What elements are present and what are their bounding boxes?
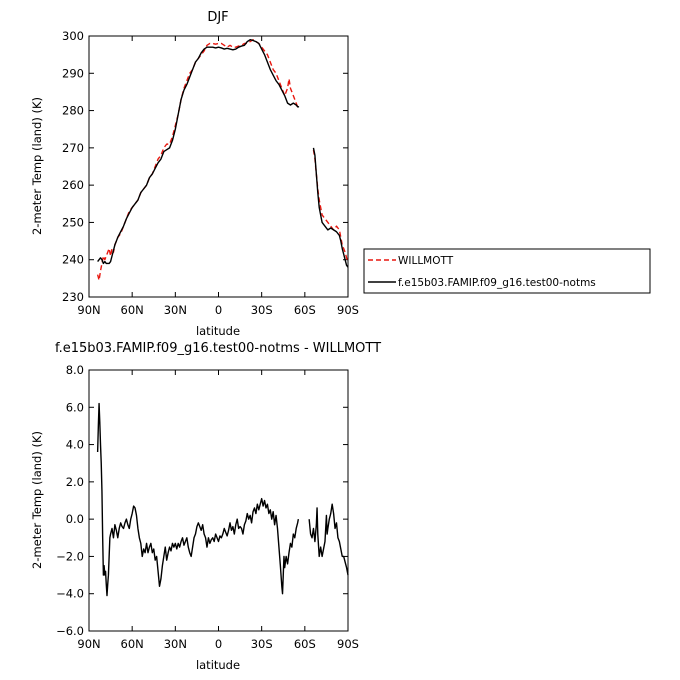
top-panel-title: DJF xyxy=(207,10,228,25)
bottom-series-group xyxy=(96,402,349,597)
top-y-axis-title: 2-meter Temp (land) (K) xyxy=(30,97,44,235)
top-x-tick-label: 30N xyxy=(164,303,187,317)
bottom-y-tick-label: 4.0 xyxy=(66,438,84,452)
legend: WILLMOTT f.e15b03.FAMIP.f09_g16.test00-n… xyxy=(363,248,651,294)
bottom-y-tick-label: 8.0 xyxy=(66,363,84,377)
top-x-tick-label: 0 xyxy=(215,303,222,317)
bottom-y-tick-label: 0.0 xyxy=(66,512,84,526)
top-series-line-0 xyxy=(96,39,300,281)
top-x-tick-label: 30S xyxy=(251,303,273,317)
top-y-tick-label: 260 xyxy=(62,178,84,192)
top-x-tick-label: 90S xyxy=(337,303,359,317)
panel-top: DJF 90N 60N 30N 0 30S 60S 90S 230 240 250 260 270 28… xyxy=(30,10,359,338)
bottom-series-line-0 xyxy=(96,402,300,597)
bottom-y-tick-label: −4.0 xyxy=(56,587,84,601)
bottom-plot-frame xyxy=(88,369,349,632)
top-y-tick-label: 250 xyxy=(62,215,84,229)
legend-label-model: f.e15b03.FAMIP.f09_g16.test00-notms xyxy=(398,277,596,289)
panel-bottom: f.e15b03.FAMIP.f09_g16.test00-notms - WI… xyxy=(30,341,381,672)
bottom-x-tick-label: 60S xyxy=(294,637,316,651)
top-ticks: 90N 60N 30N 0 30S 60S 90S 230 240 250 260 270 280 290… xyxy=(62,29,359,317)
top-y-tick-label: 280 xyxy=(62,104,84,118)
bottom-x-tick-label: 90N xyxy=(77,637,100,651)
top-y-tick-label: 300 xyxy=(62,29,84,43)
top-x-axis-title: latitude xyxy=(196,324,240,338)
top-x-tick-label: 90N xyxy=(77,303,100,317)
legend-frame xyxy=(363,248,651,294)
top-plot-frame xyxy=(88,35,349,298)
top-x-tick-label: 60N xyxy=(121,303,144,317)
bottom-y-tick-label: −2.0 xyxy=(56,549,84,563)
top-y-tick-label: 290 xyxy=(62,66,84,80)
top-series-line-1 xyxy=(312,147,349,268)
bottom-series-line-0 xyxy=(308,503,349,576)
bottom-x-tick-label: 30S xyxy=(251,637,273,651)
top-y-tick-label: 240 xyxy=(62,253,84,267)
top-series-line-0 xyxy=(312,149,349,262)
top-series-line-1 xyxy=(97,39,300,265)
bottom-y-tick-label: −6.0 xyxy=(56,624,84,638)
top-x-tick-label: 60S xyxy=(294,303,316,317)
bottom-x-tick-label: 90S xyxy=(337,637,359,651)
top-y-tick-label: 230 xyxy=(62,290,84,304)
bottom-x-tick-label: 30N xyxy=(164,637,187,651)
bottom-ticks: 90N 60N 30N 0 30S 60S 90S −6.0 −4.0 −2.0 0.0 2.0 4.0… xyxy=(56,363,359,651)
bottom-y-tick-label: 6.0 xyxy=(66,400,84,414)
top-y-tick-label: 270 xyxy=(62,141,84,155)
bottom-y-tick-label: 2.0 xyxy=(66,475,84,489)
bottom-y-axis-title: 2-meter Temp (land) (K) xyxy=(30,431,44,569)
bottom-x-tick-label: 0 xyxy=(215,637,222,651)
bottom-x-axis-title: latitude xyxy=(196,658,240,672)
bottom-x-tick-label: 60N xyxy=(121,637,144,651)
bottom-panel-title: f.e15b03.FAMIP.f09_g16.test00-notms - WI… xyxy=(55,341,381,356)
top-series-group xyxy=(96,39,349,281)
legend-label-willmott: WILLMOTT xyxy=(398,255,454,267)
